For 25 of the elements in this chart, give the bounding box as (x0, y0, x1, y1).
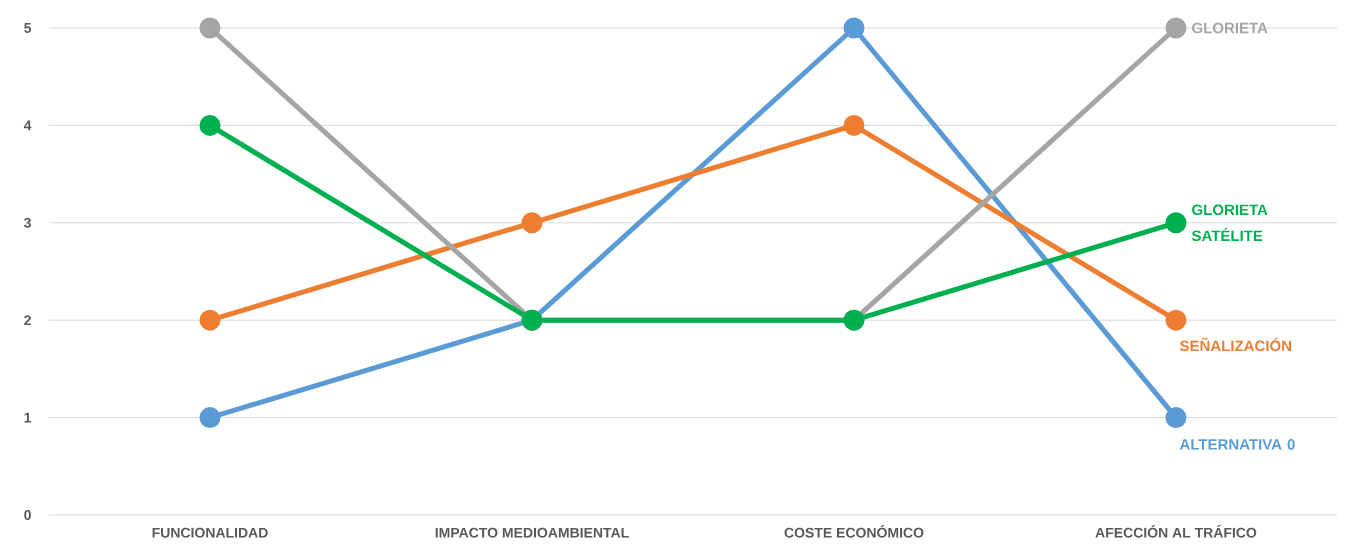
point (199, 17, 221, 39)
point (199, 309, 221, 331)
point (199, 407, 221, 429)
y-tick-label: 4 (23, 120, 32, 131)
y-tick-label: 1 (24, 412, 32, 423)
series-label: GLORIETA SATÉLITE (1191, 204, 1268, 242)
x-tick-label: FUNCIONALIDAD (152, 527, 268, 538)
point (843, 17, 865, 39)
y-tick-label: 0 (24, 510, 31, 520)
x-tick-label: IMPACTO MEDIOAMBIENTAL (435, 527, 629, 538)
point (1165, 17, 1187, 39)
y-tick-label: 3 (24, 217, 31, 228)
point (1165, 309, 1187, 331)
point (1165, 212, 1187, 234)
point (521, 212, 543, 234)
y-tick-label: 5 (24, 23, 32, 33)
x-tick-label: COSTE ECONÓMICO (784, 525, 924, 538)
series-label: ALTERNATIVA 0 (1179, 439, 1295, 450)
series-label: GLORIETA (1192, 22, 1268, 34)
y-tick-label: 2 (24, 315, 31, 326)
point (1165, 407, 1187, 429)
point (199, 114, 221, 136)
point (843, 114, 865, 136)
x-tick-label: AFECCIÓN AL TRÁFICO (1095, 525, 1257, 538)
series-label: SEÑALIZACIÓN (1179, 337, 1291, 352)
